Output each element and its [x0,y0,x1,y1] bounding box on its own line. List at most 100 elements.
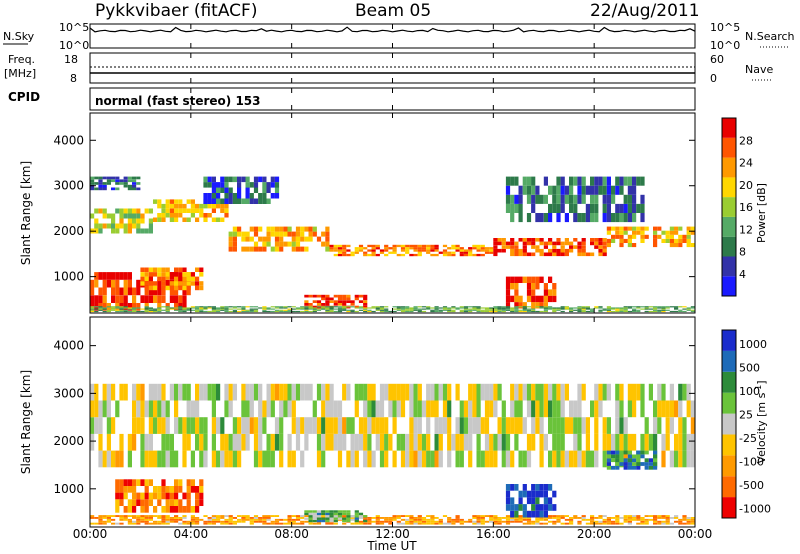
heatmap-cell [611,238,616,243]
heatmap-cell [220,198,225,204]
heatmap-cell [270,450,275,468]
heatmap-cell [653,520,658,523]
heatmap-cell [245,433,250,451]
heatmap-cell [438,383,443,401]
heatmap-cell [468,450,473,468]
heatmap-cell [484,249,490,252]
heatmap-cell [413,522,418,525]
heatmap-cell [363,383,368,401]
heatmap-cell [594,306,599,308]
heatmap-cell [148,383,153,401]
heatmap-cell [249,182,254,188]
colorbar-tick: 20 [739,179,753,192]
heatmap-cell [514,276,519,283]
heatmap-cell [459,518,464,521]
heatmap-cell [594,520,599,523]
heatmap-cell [182,515,187,517]
heatmap-cell [564,308,569,310]
heatmap-cell [207,307,212,309]
heatmap-cell [211,187,216,193]
heatmap-cell [611,185,616,195]
heatmap-cell [539,307,544,309]
heatmap-cell [590,252,595,257]
heatmap-cell [392,517,397,519]
heatmap-cell [606,522,611,525]
heatmap-cell [153,309,158,311]
heatmap-cell [585,433,590,451]
heatmap-cell [199,306,204,308]
heatmap-cell [295,308,301,310]
heatmap-cell [421,433,427,451]
heatmap-cell [682,308,687,310]
heatmap-cell [501,307,506,309]
heatmap-cell [434,308,439,310]
heatmap-cell [245,515,250,517]
heatmap-cell [409,244,414,248]
heatmap-cell [119,492,124,500]
heatmap-cell [409,433,414,451]
heatmap-cell [392,308,397,310]
heatmap-cell [119,306,124,308]
heatmap-cell [548,383,553,401]
heatmap-cell [249,522,254,525]
heatmap-cell [157,520,162,523]
heatmap-cell [119,383,124,401]
heatmap-cell [493,450,498,468]
heatmap-cell [94,295,99,303]
heatmap-cell [564,238,569,242]
heatmap-cell [316,519,322,523]
heatmap-cell [497,238,502,242]
heatmap-cell [413,306,418,308]
heatmap-cell [312,310,317,313]
heatmap-cell [228,450,233,468]
heatmap-cell [94,308,99,310]
heatmap-cell [153,400,158,418]
heatmap-cell [690,400,695,418]
heatmap-cell [140,218,145,224]
heatmap-cell [249,310,254,313]
heatmap-cell [451,244,456,248]
heatmap-cell [253,231,259,237]
heatmap-cell [556,203,561,213]
heatmap-cell [190,309,195,311]
heatmap-cell [216,217,221,222]
heatmap-cell [363,310,368,313]
heatmap-cell [136,279,141,288]
heatmap-cell [144,522,149,525]
heatmap-cell [127,307,132,309]
heatmap-cell [148,479,153,486]
heatmap-cell [434,433,439,451]
heatmap-cell [337,294,343,298]
heatmap-cell [161,518,166,521]
heatmap-cell [627,517,632,519]
heatmap-cell [123,306,128,308]
heatmap-cell [505,433,511,451]
heatmap-cell [531,302,536,309]
heatmap-cell [535,490,540,498]
colorbar-frame [721,329,737,519]
heatmap-cell [90,308,95,310]
heatmap-cell [522,308,527,310]
heatmap-cell [396,244,401,248]
heatmap-cell [640,194,645,204]
heatmap-cell [165,272,170,277]
ytick-label: 2000 [53,224,84,238]
heatmap-cell [518,238,523,242]
heatmap-cell [636,465,641,470]
heatmap-cell [216,182,221,188]
heatmap-cell [682,234,687,239]
heatmap-cell [573,450,578,468]
heatmap-cell [174,499,179,506]
heatmap-cell [653,238,658,243]
heatmap-cell [653,306,658,308]
heatmap-cell [518,518,523,521]
heatmap-cell [379,306,385,308]
velocity-ylabel: Slant Range [km] [19,370,33,474]
heatmap-cell [640,203,645,213]
heatmap-cell [321,517,326,520]
heatmap-cell [442,306,448,308]
heatmap-cell [434,417,439,434]
heatmap-cell [526,310,532,313]
heatmap-cell [182,433,187,451]
heatmap-cell [279,450,284,468]
